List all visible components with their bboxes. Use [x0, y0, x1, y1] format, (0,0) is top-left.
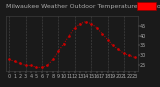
Text: Milwaukee Weather Outdoor Temperature per Hour (24 Hours): Milwaukee Weather Outdoor Temperature pe… [6, 4, 160, 9]
